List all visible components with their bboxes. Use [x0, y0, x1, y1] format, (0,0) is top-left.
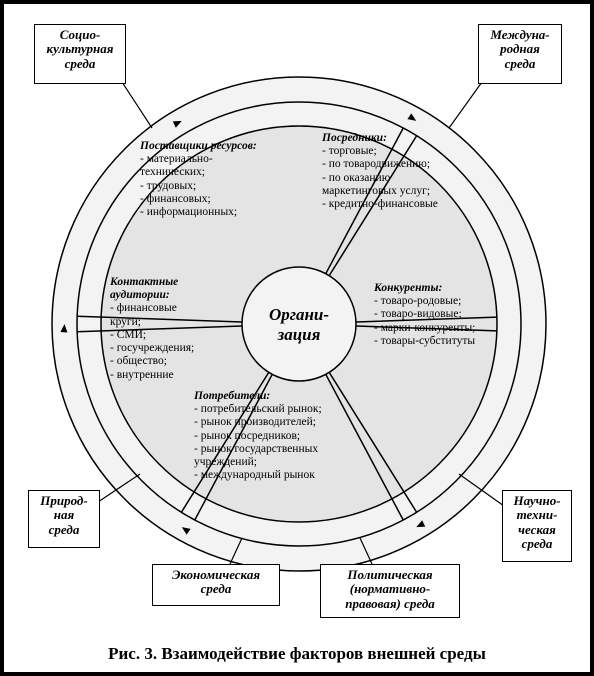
- svg-text:Органи-зация: Органи-зация: [269, 305, 329, 344]
- outer-box-econ: Экономическаясреда: [152, 564, 280, 606]
- outer-box-socio: Социо-культурнаясреда: [34, 24, 126, 84]
- sector-consumers: Потребители:- потребительский рынок;- ры…: [194, 390, 394, 483]
- sector-contact: Контактныеаудитории:- финансовые круги;-…: [110, 276, 240, 382]
- sector-intermediaries: Посредники:- торговые;- по товародвижени…: [322, 132, 502, 211]
- sector-suppliers: Поставщики ресурсов:- материально- техни…: [140, 140, 300, 219]
- outer-box-polit: Политическая(нормативно-правовая) среда: [320, 564, 460, 618]
- sector-competitors: Конкуренты:- товаро-родовые;- товаро-вид…: [374, 282, 514, 348]
- outer-box-intl: Междуна-роднаясреда: [478, 24, 562, 84]
- outer-box-nature: Природ-наясреда: [28, 490, 100, 548]
- figure-caption: Рис. 3. Взаимодействие факторов внешней …: [4, 644, 590, 664]
- outer-box-scitech: Научно-техни-ческаясреда: [502, 490, 572, 562]
